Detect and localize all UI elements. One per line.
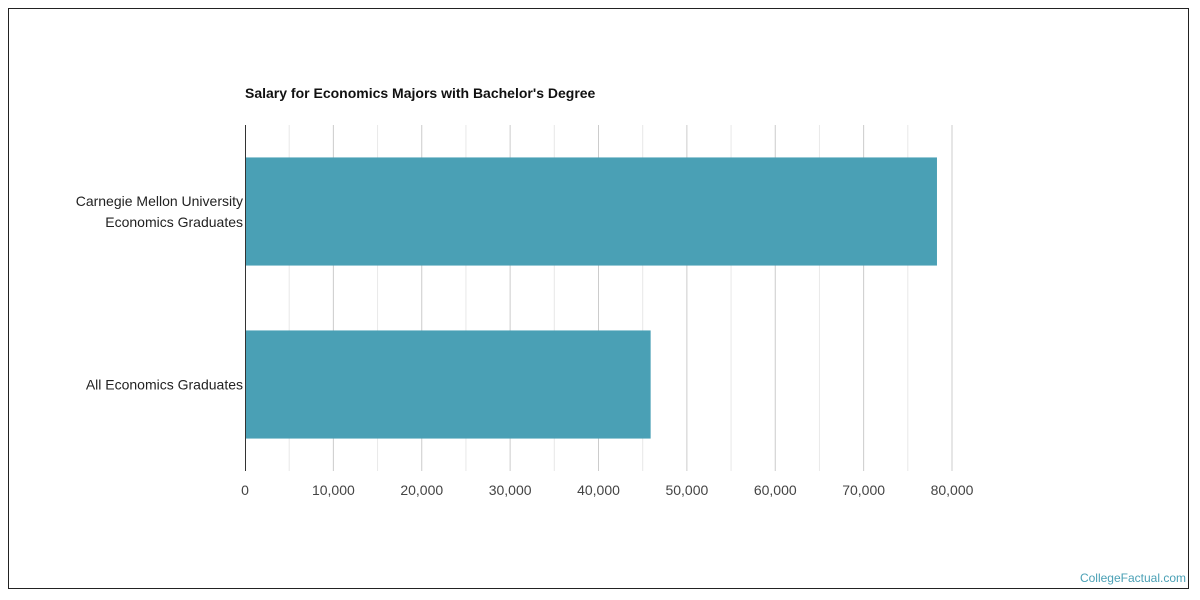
x-tick-label: 40,000 bbox=[577, 482, 620, 498]
source-credit[interactable]: CollegeFactual.com bbox=[1079, 571, 1186, 585]
x-tick-label: 60,000 bbox=[754, 482, 797, 498]
category-label: All Economics Graduates bbox=[86, 377, 243, 393]
x-tick-label: 80,000 bbox=[931, 482, 974, 498]
x-tick-label: 70,000 bbox=[842, 482, 885, 498]
category-label: Economics Graduates bbox=[105, 214, 243, 230]
x-tick-label: 0 bbox=[241, 482, 249, 498]
x-tick-label: 20,000 bbox=[400, 482, 443, 498]
chart-title: Salary for Economics Majors with Bachelo… bbox=[245, 85, 596, 101]
x-tick-label: 10,000 bbox=[312, 482, 355, 498]
x-tick-label: 50,000 bbox=[665, 482, 708, 498]
bar-1 bbox=[245, 157, 937, 266]
bar-2 bbox=[245, 330, 651, 439]
category-label: Carnegie Mellon University bbox=[76, 193, 243, 209]
x-tick-label: 30,000 bbox=[489, 482, 532, 498]
